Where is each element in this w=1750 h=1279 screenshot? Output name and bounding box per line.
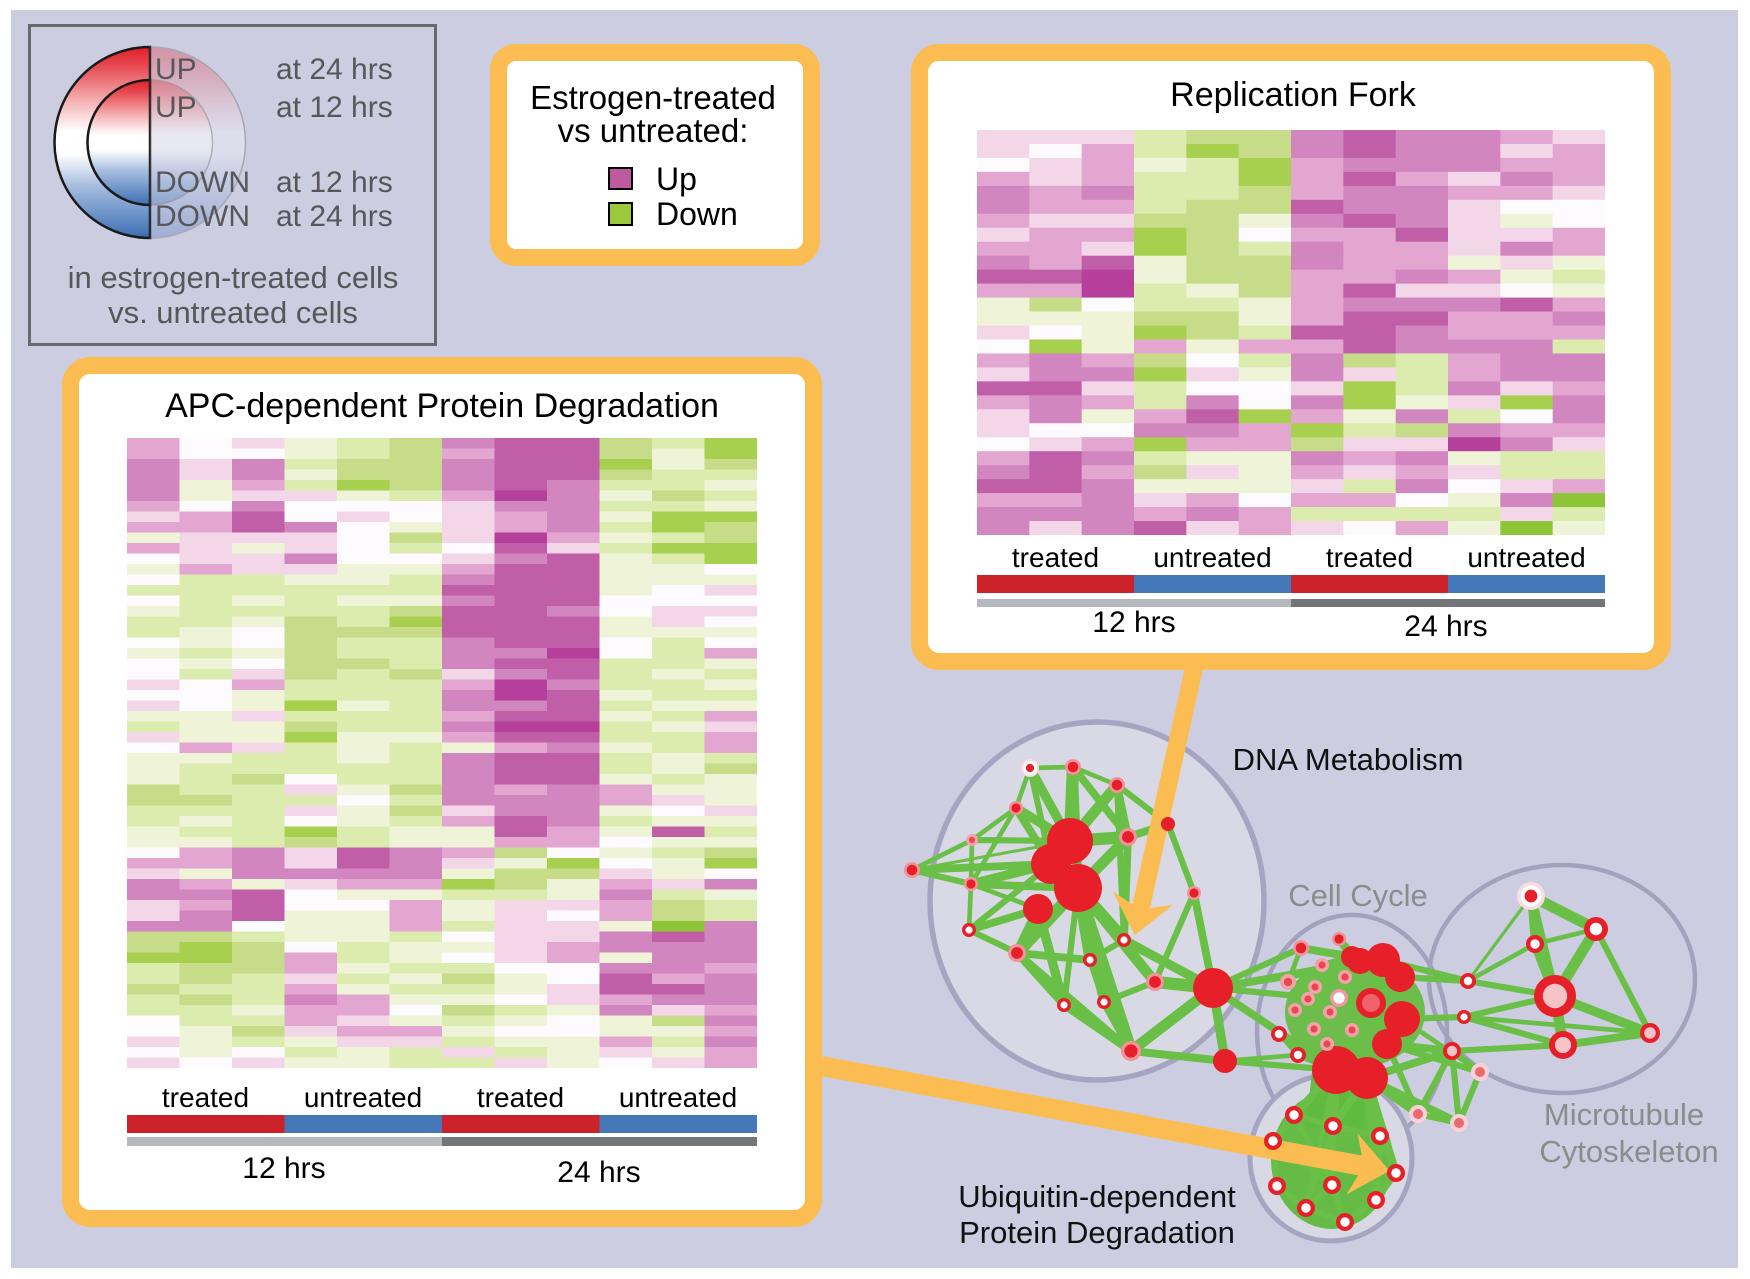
svg-text:APC-dependent Protein Degradat: APC-dependent Protein Degradation: [165, 387, 719, 425]
svg-text:Ubiquitin-dependent: Ubiquitin-dependent: [958, 1179, 1236, 1214]
svg-text:Down: Down: [656, 196, 738, 232]
svg-text:UP: UP: [155, 91, 197, 124]
svg-text:DOWN: DOWN: [155, 200, 250, 233]
svg-text:at 24 hrs: at 24 hrs: [276, 53, 393, 86]
svg-text:vs untreated:: vs untreated:: [558, 112, 749, 149]
svg-text:untreated: untreated: [1153, 542, 1271, 573]
svg-text:treated: treated: [162, 1082, 249, 1113]
svg-text:treated: treated: [477, 1082, 564, 1113]
svg-text:DNA Metabolism: DNA Metabolism: [1233, 742, 1464, 777]
svg-text:Protein Degradation: Protein Degradation: [959, 1215, 1235, 1250]
svg-text:at 24 hrs: at 24 hrs: [276, 200, 393, 233]
svg-text:DOWN: DOWN: [155, 166, 250, 199]
svg-text:Cell Cycle: Cell Cycle: [1288, 878, 1428, 913]
svg-text:treated: treated: [1012, 542, 1099, 573]
svg-text:Replication Fork: Replication Fork: [1170, 76, 1417, 114]
svg-text:untreated: untreated: [1467, 542, 1585, 573]
svg-text:untreated: untreated: [619, 1082, 737, 1113]
svg-text:Microtubule: Microtubule: [1544, 1097, 1704, 1132]
svg-text:Estrogen-treated: Estrogen-treated: [530, 79, 776, 116]
svg-text:24 hrs: 24 hrs: [1404, 610, 1487, 643]
svg-text:at 12 hrs: at 12 hrs: [276, 91, 393, 124]
svg-text:treated: treated: [1326, 542, 1413, 573]
svg-text:12 hrs: 12 hrs: [242, 1152, 325, 1185]
svg-text:12 hrs: 12 hrs: [1092, 606, 1175, 639]
svg-text:in estrogen-treated cells: in estrogen-treated cells: [68, 260, 399, 295]
svg-text:Up: Up: [656, 161, 697, 197]
svg-text:24 hrs: 24 hrs: [557, 1156, 640, 1189]
svg-text:untreated: untreated: [304, 1082, 422, 1113]
svg-text:vs. untreated cells: vs. untreated cells: [108, 295, 358, 330]
svg-text:UP: UP: [155, 53, 197, 86]
svg-text:at 12 hrs: at 12 hrs: [276, 166, 393, 199]
svg-text:Cytoskeleton: Cytoskeleton: [1539, 1134, 1718, 1169]
